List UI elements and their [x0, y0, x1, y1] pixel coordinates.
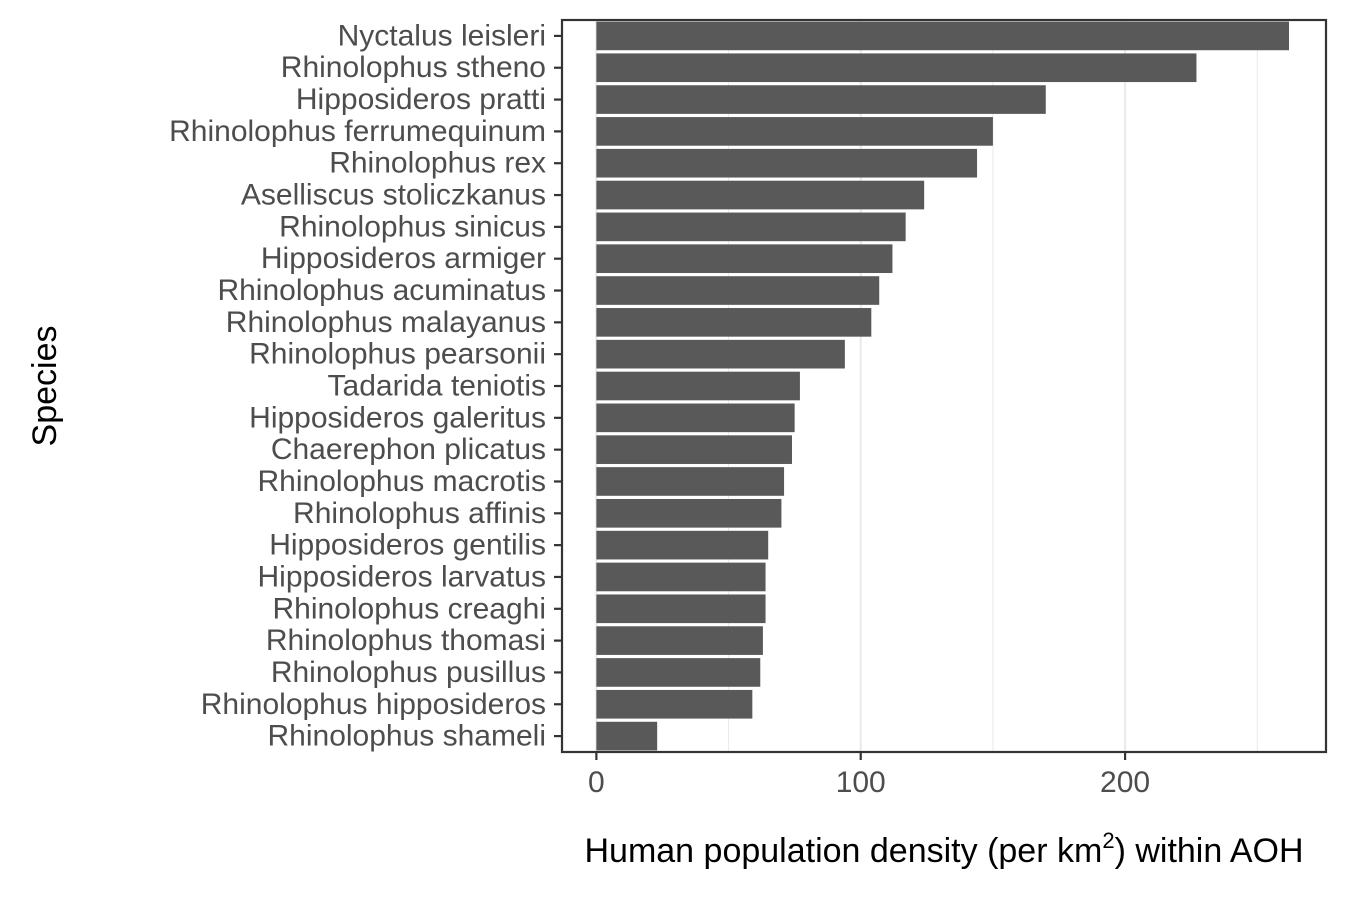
- x-tick-label: 200: [1100, 766, 1150, 799]
- y-tick-label: Rhinolophus acuminatus: [217, 274, 546, 307]
- y-tick-label: Rhinolophus malayanus: [226, 306, 546, 339]
- y-tick-label: Rhinolophus hipposideros: [201, 688, 546, 721]
- y-tick-label: Nyctalus leisleri: [338, 19, 546, 52]
- y-tick-label: Rhinolophus pearsonii: [249, 338, 546, 371]
- y-tick-label: Rhinolophus stheno: [281, 51, 546, 84]
- bar: [596, 626, 763, 655]
- y-tick-label: Rhinolophus sinicus: [279, 210, 546, 243]
- y-tick-label: Rhinolophus ferrumequinum: [169, 115, 546, 148]
- bar: [596, 721, 658, 751]
- x-tick-label: 100: [836, 766, 886, 799]
- y-tick-label: Rhinolophus affinis: [293, 497, 546, 530]
- y-tick-label: Aselliscus stoliczkanus: [241, 179, 546, 212]
- x-axis-title-main: Human population density (per km: [584, 832, 1102, 870]
- y-tick-label: Tadarida teniotis: [328, 370, 546, 403]
- bar: [596, 371, 800, 401]
- bar: [596, 403, 795, 433]
- y-tick-label: Rhinolophus pusillus: [271, 656, 546, 689]
- y-tick-label: Rhinolophus macrotis: [258, 465, 546, 498]
- y-tick-label: Hipposideros gentilis: [269, 529, 546, 562]
- x-axis-ticks: 0 100 200: [588, 752, 1150, 799]
- y-tick-label: Rhinolophus shameli: [268, 720, 547, 753]
- y-tick-label: Chaerephon plicatus: [271, 433, 546, 466]
- bar: [596, 594, 766, 624]
- bar: [596, 435, 792, 464]
- bar: [596, 117, 993, 146]
- bar: [596, 276, 880, 305]
- x-tick-label: 0: [588, 766, 605, 799]
- bar: [596, 244, 893, 274]
- bar: [596, 530, 769, 560]
- bar: [596, 498, 782, 528]
- bar: [596, 148, 978, 178]
- bar: [596, 212, 906, 242]
- bar: [596, 180, 925, 210]
- bar: [596, 53, 1197, 83]
- bar: [596, 21, 1289, 51]
- bar: [596, 308, 872, 337]
- bar: [596, 562, 766, 592]
- x-axis-title-tail: ) within AOH: [1115, 832, 1304, 870]
- y-tick-label: Hipposideros pratti: [296, 83, 546, 116]
- y-tick-label: Rhinolophus creaghi: [272, 592, 546, 625]
- y-axis-title: Species: [26, 326, 64, 447]
- x-axis-title: Human population density (per km2) withi…: [584, 828, 1303, 870]
- bar: [596, 85, 1046, 114]
- y-tick-label: Hipposideros armiger: [261, 242, 546, 275]
- bar: [596, 658, 761, 687]
- bar: [596, 339, 845, 369]
- y-tick-label: Hipposideros galeritus: [249, 401, 546, 434]
- y-tick-label: Hipposideros larvatus: [258, 560, 546, 593]
- bar: [596, 689, 753, 719]
- y-tick-label: Rhinolophus thomasi: [266, 624, 546, 657]
- y-tick-label: Rhinolophus rex: [329, 147, 546, 180]
- x-axis-title-superscript: 2: [1102, 828, 1114, 853]
- bar: [596, 467, 785, 496]
- bars: [596, 21, 1289, 751]
